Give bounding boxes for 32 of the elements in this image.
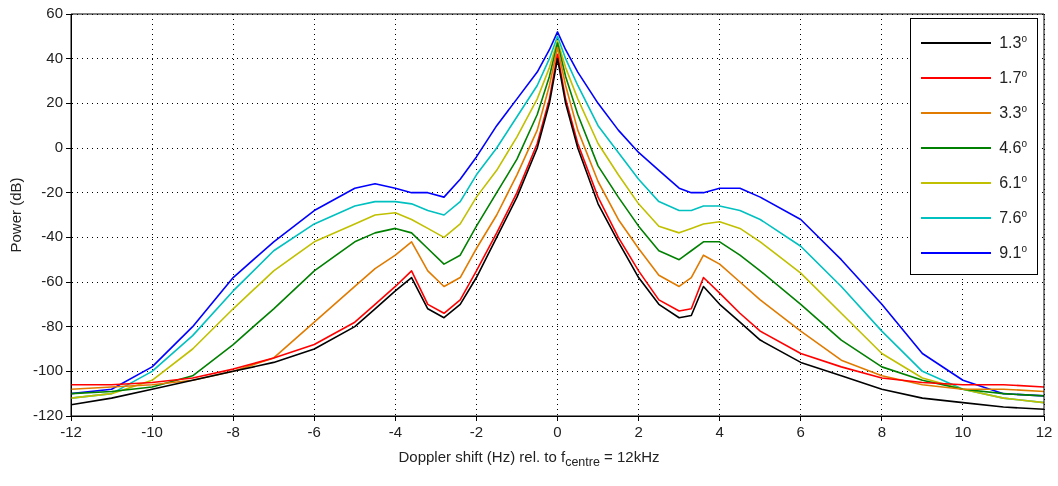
x-tick-label: 2: [634, 423, 643, 441]
legend-label: 7.6$^{o}$: [999, 207, 1027, 228]
y-tick-label: 40: [46, 48, 64, 66]
y-tick-label: -120: [32, 406, 64, 424]
legend-label: 1.7$^{o}$: [999, 67, 1027, 88]
y-tick-label: 20: [46, 93, 64, 111]
x-tick-label: 0: [553, 423, 562, 441]
y-tick-label: -60: [41, 272, 64, 290]
y-tick-label: -100: [32, 361, 64, 379]
legend-label: 4.6$^{o}$: [999, 137, 1027, 158]
legend-label: 3.3$^{o}$: [999, 102, 1027, 123]
x-tick-label: -12: [60, 423, 82, 441]
x-tick-label: -8: [226, 423, 240, 441]
y-tick-label: -20: [41, 182, 64, 200]
legend-label: 9.1$^{o}$: [999, 242, 1027, 263]
y-tick-label: 60: [46, 4, 64, 22]
x-tick-label: -4: [388, 423, 403, 441]
x-tick-label: -6: [307, 423, 321, 441]
x-tick-label: 6: [796, 423, 805, 441]
x-tick-label: -2: [469, 423, 484, 441]
x-tick-label: 10: [954, 423, 972, 441]
x-tick-label: 12: [1035, 423, 1053, 441]
legend-label: 1.3$^{o}$: [999, 32, 1027, 53]
y-tick-label: -40: [41, 227, 64, 245]
legend-label: 6.1$^{o}$: [999, 172, 1027, 193]
x-tick-label: 4: [715, 423, 724, 441]
y-tick-label: 0: [54, 138, 64, 156]
y-tick-label: -80: [41, 316, 64, 334]
x-tick-label: -10: [141, 423, 163, 441]
y-axis-title: Power (dB): [7, 177, 25, 253]
x-tick-label: 8: [877, 423, 887, 441]
x-axis-title: Doppler shift (Hz) rel. to f$_{centre}$ = 12kHz: [397, 448, 661, 469]
